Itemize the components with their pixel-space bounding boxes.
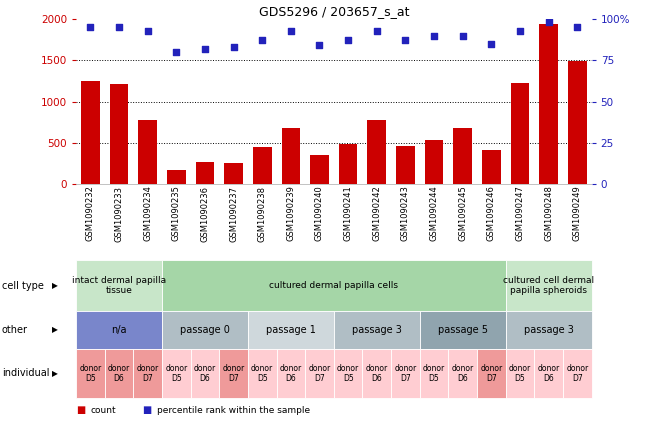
Text: passage 3: passage 3 [524,325,574,335]
Text: percentile rank within the sample: percentile rank within the sample [157,406,310,415]
Bar [282,128,300,184]
Title: GDS5296 / 203657_s_at: GDS5296 / 203657_s_at [258,5,409,18]
Text: ▶: ▶ [52,369,58,378]
Text: individual: individual [2,368,50,378]
Point [371,27,382,34]
Text: GSM1090238: GSM1090238 [258,186,266,242]
Point [400,37,410,44]
Point [257,37,268,44]
Bar [396,146,414,184]
Text: GSM1090244: GSM1090244 [430,186,438,241]
Point [85,24,96,31]
Bar [425,140,444,184]
Text: cultured cell dermal
papilla spheroids: cultured cell dermal papilla spheroids [503,276,594,295]
Point [457,32,468,39]
Point [543,19,554,26]
Text: count: count [91,406,116,415]
Bar [539,24,558,184]
Text: GSM1090243: GSM1090243 [401,186,410,242]
Text: intact dermal papilla
tissue: intact dermal papilla tissue [72,276,166,295]
Point [572,24,582,31]
Text: GSM1090245: GSM1090245 [458,186,467,241]
Text: other: other [2,325,28,335]
Point [286,27,296,34]
Text: donor
D6: donor D6 [366,364,388,383]
Bar [568,61,586,184]
Text: GSM1090234: GSM1090234 [143,186,152,242]
Text: GSM1090232: GSM1090232 [86,186,95,242]
Point [114,24,124,31]
Point [486,41,496,47]
Text: GSM1090241: GSM1090241 [344,186,352,241]
Bar [253,147,272,184]
Bar [224,163,243,184]
Text: donor
D7: donor D7 [566,364,588,383]
Text: donor
D7: donor D7 [137,364,159,383]
Text: GSM1090249: GSM1090249 [573,186,582,241]
Text: GSM1090240: GSM1090240 [315,186,324,241]
Text: donor
D7: donor D7 [223,364,245,383]
Text: donor
D6: donor D6 [280,364,302,383]
Bar [167,170,186,184]
Text: GSM1090248: GSM1090248 [544,186,553,242]
Text: GSM1090247: GSM1090247 [516,186,524,242]
Text: GSM1090236: GSM1090236 [200,186,210,242]
Bar [196,162,214,184]
Bar [511,83,529,184]
Text: ■: ■ [76,405,85,415]
Text: GSM1090242: GSM1090242 [372,186,381,241]
Point [228,44,239,50]
Point [515,27,525,34]
Text: donor
D5: donor D5 [423,364,445,383]
Point [343,37,354,44]
Text: GSM1090237: GSM1090237 [229,186,238,242]
Text: donor
D5: donor D5 [79,364,101,383]
Text: donor
D6: donor D6 [451,364,474,383]
Bar [110,84,128,184]
Bar [482,150,500,184]
Text: passage 1: passage 1 [266,325,316,335]
Text: donor
D7: donor D7 [395,364,416,383]
Point [200,45,210,52]
Text: donor
D5: donor D5 [337,364,359,383]
Point [171,49,182,55]
Text: ▶: ▶ [52,281,58,290]
Text: donor
D6: donor D6 [108,364,130,383]
Text: cell type: cell type [2,280,44,291]
Text: GSM1090235: GSM1090235 [172,186,180,242]
Bar [339,143,358,184]
Text: donor
D7: donor D7 [481,364,502,383]
Point [142,27,153,34]
Bar [81,81,100,184]
Text: donor
D6: donor D6 [537,364,560,383]
Text: donor
D7: donor D7 [309,364,330,383]
Text: passage 0: passage 0 [180,325,230,335]
Text: GSM1090233: GSM1090233 [114,186,124,242]
Text: ▶: ▶ [52,325,58,335]
Text: GSM1090239: GSM1090239 [286,186,295,242]
Text: n/a: n/a [111,325,127,335]
Bar [138,120,157,184]
Text: donor
D5: donor D5 [509,364,531,383]
Point [429,32,440,39]
Point [314,42,325,49]
Text: passage 3: passage 3 [352,325,402,335]
Bar [453,128,472,184]
Text: cultured dermal papilla cells: cultured dermal papilla cells [269,281,399,290]
Text: donor
D6: donor D6 [194,364,216,383]
Text: donor
D5: donor D5 [251,364,273,383]
Text: donor
D5: donor D5 [165,364,187,383]
Bar [368,120,386,184]
Bar [310,155,329,184]
Text: passage 5: passage 5 [438,325,488,335]
Text: GSM1090246: GSM1090246 [487,186,496,242]
Text: ■: ■ [142,405,151,415]
